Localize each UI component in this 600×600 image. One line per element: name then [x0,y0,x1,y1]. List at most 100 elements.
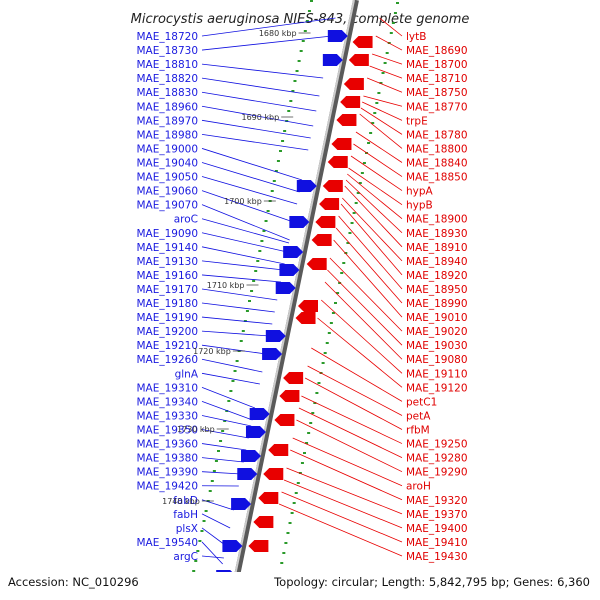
right-gene-label[interactable]: MAE_19290 [406,467,468,479]
left-gene-label[interactable]: MAE_19180 [136,298,198,310]
right-gene-label[interactable]: hypA [406,186,434,198]
right-gene-label[interactable]: rfbM [406,425,430,437]
right-gene-label[interactable]: MAE_18990 [406,298,468,310]
right-gene-label[interactable]: MAE_18910 [406,242,468,254]
right-gene-label[interactable]: MAE_19400 [406,523,468,535]
left-gene-label[interactable]: fabD [173,495,198,507]
gene-arrow-left [262,348,283,360]
left-gene-label[interactable]: MAE_18960 [136,101,198,113]
tick-mark-right [284,542,288,544]
left-gene-label[interactable]: MAE_19210 [136,340,198,352]
right-gene-label[interactable]: MAE_18930 [406,228,468,240]
left-gene-label[interactable]: MAE_19060 [136,186,198,198]
right-gene-label[interactable]: MAE_19370 [406,509,468,521]
left-gene-label[interactable]: MAE_19140 [136,242,198,254]
tick-mark-right [379,82,383,84]
left-gene-label[interactable]: MAE_18970 [136,115,198,127]
left-leader-line [201,358,263,373]
left-gene-label[interactable]: plsX [176,523,198,535]
left-gene-label[interactable]: MAE_19420 [136,481,198,493]
right-gene-label[interactable]: aroH [406,481,431,493]
left-leader-line [201,162,300,193]
tick-mark-right [358,182,362,184]
right-gene-label[interactable]: MAE_19020 [406,326,468,338]
right-gene-label[interactable]: MAE_19110 [406,368,468,380]
right-gene-label[interactable]: MAE_18840 [406,157,468,169]
left-gene-label[interactable]: MAE_19350 [136,425,198,437]
right-gene-label[interactable]: MAE_19410 [406,537,468,549]
tick-mark-left [194,560,198,562]
left-gene-label[interactable]: fabH [173,509,198,521]
left-gene-label[interactable]: MAE_19040 [136,157,198,169]
gene-arrow-right [258,492,279,504]
left-gene-label[interactable]: MAE_19190 [136,312,198,324]
left-gene-label[interactable]: MAE_19160 [136,270,198,282]
tick-mark-left [248,300,251,302]
tick-mark-right [344,252,348,254]
left-gene-label[interactable]: MAE_19360 [136,439,198,451]
right-gene-label[interactable]: trpE [406,115,428,127]
right-gene-label[interactable]: MAE_19080 [406,354,468,366]
right-gene-label[interactable]: petA [406,410,431,422]
right-gene-label[interactable]: MAE_19280 [406,453,468,465]
right-gene-label[interactable]: petC1 [406,396,437,408]
tick-mark-left [217,450,220,452]
right-gene-label[interactable]: MAE_18800 [406,143,468,155]
right-leader-line [353,143,403,177]
tick-mark-left [260,240,264,242]
gene-arrow-left [245,426,266,438]
left-gene-label[interactable]: MAE_19340 [136,396,198,408]
left-gene-label[interactable]: MAE_19000 [136,143,198,155]
right-gene-label[interactable]: MAE_18780 [406,129,468,141]
right-leader-line [307,365,403,416]
right-gene-label[interactable]: MAE_18940 [406,256,468,268]
left-gene-label[interactable]: MAE_18730 [136,45,198,57]
left-gene-label[interactable]: MAE_18820 [136,73,198,85]
left-gene-label[interactable]: MAE_19090 [136,228,198,240]
left-gene-label[interactable]: MAE_19330 [136,410,198,422]
left-gene-label[interactable]: argC [173,551,198,563]
right-gene-label[interactable]: MAE_18950 [406,284,468,296]
left-gene-label[interactable]: MAE_19260 [136,354,198,366]
right-gene-label[interactable]: MAE_19320 [406,495,468,507]
left-gene-label[interactable]: MAE_19200 [136,326,198,338]
right-gene-label[interactable]: MAE_18850 [406,172,468,184]
right-gene-label[interactable]: MAE_19010 [406,312,468,324]
left-gene-label[interactable]: MAE_19170 [136,284,198,296]
tick-mark-left [212,470,216,472]
right-gene-label[interactable]: MAE_18900 [406,214,468,226]
tick-mark-left [223,420,227,422]
right-gene-label[interactable]: MAE_18770 [406,101,468,113]
left-gene-label[interactable]: MAE_18980 [136,129,198,141]
left-leader-line [201,35,332,51]
left-gene-label[interactable]: glnA [175,368,199,380]
tick-mark-left [202,520,206,522]
right-gene-label[interactable]: MAE_18750 [406,87,468,99]
right-gene-label[interactable]: MAE_18920 [406,270,468,282]
left-gene-label[interactable]: MAE_19540 [136,537,198,549]
right-gene-label[interactable]: MAE_19250 [406,439,468,451]
left-gene-label[interactable]: MAE_19130 [136,256,198,268]
left-gene-label[interactable]: aroC [174,214,198,226]
tick-mark-right [315,392,319,394]
right-gene-label[interactable]: hypB [406,200,433,212]
tick-mark-right [327,332,331,334]
right-gene-label[interactable]: MAE_19430 [406,551,468,563]
left-gene-label[interactable]: MAE_19050 [136,172,198,184]
left-gene-label[interactable]: MAE_18720 [136,31,198,43]
right-gene-label[interactable]: MAE_18710 [406,73,468,85]
right-leader-line [340,203,403,276]
left-gene-label[interactable]: MAE_19380 [136,453,198,465]
left-leader-line [201,119,311,139]
left-gene-label[interactable]: MAE_18830 [136,87,198,99]
right-gene-label[interactable]: MAE_19120 [406,382,468,394]
left-leader-line [201,133,309,151]
right-gene-label[interactable]: lytB [406,31,426,43]
left-gene-label[interactable]: MAE_19310 [136,382,198,394]
left-gene-label[interactable]: MAE_19390 [136,467,198,479]
left-gene-label[interactable]: MAE_18810 [136,59,198,71]
right-gene-label[interactable]: MAE_18700 [406,59,468,71]
right-gene-label[interactable]: MAE_18690 [406,45,468,57]
left-gene-label[interactable]: MAE_19070 [136,200,198,212]
right-gene-label[interactable]: MAE_19030 [406,340,468,352]
